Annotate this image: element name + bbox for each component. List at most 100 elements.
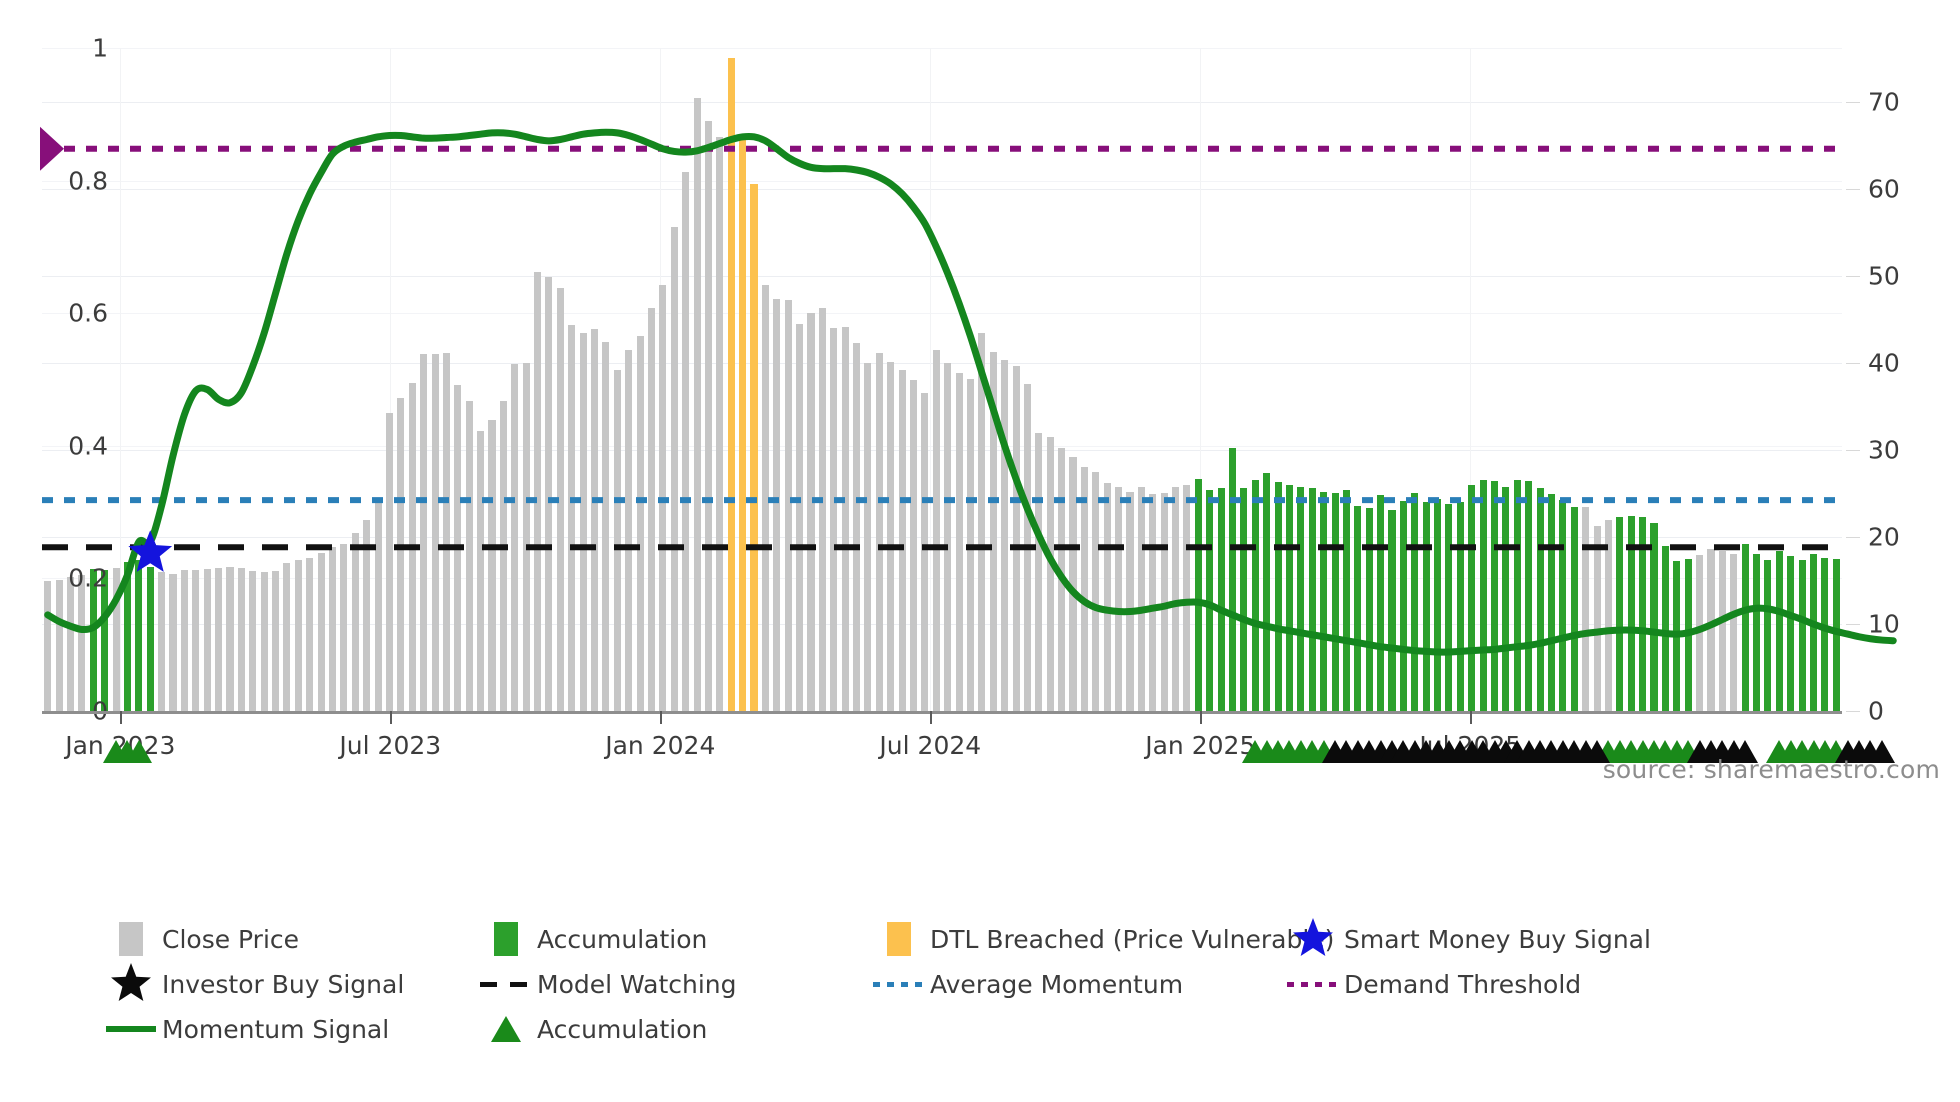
- bar-close-price: [682, 171, 690, 711]
- bar-close-price: [534, 271, 542, 711]
- bar-close-price: [237, 568, 245, 711]
- bar-close-price: [625, 349, 633, 711]
- right-axis-tick-mark: [1846, 536, 1860, 538]
- bar-close-price: [283, 563, 291, 711]
- bar-accumulation: [1285, 484, 1293, 711]
- legend-item-label: Momentum Signal: [162, 1014, 390, 1044]
- bar-dtl-breached: [750, 183, 758, 711]
- bar-close-price: [226, 566, 234, 711]
- bar-close-price: [1696, 555, 1704, 711]
- legend-item[interactable]: Close Price: [100, 922, 299, 956]
- bar-close-price: [568, 324, 576, 711]
- plot-canvas: [42, 48, 1842, 712]
- bar-close-price: [477, 430, 485, 711]
- bar-close-price: [1115, 486, 1123, 711]
- bar-accumulation: [1525, 481, 1533, 711]
- right-axis-tick-label: 30: [1868, 435, 1900, 465]
- legend-item[interactable]: Accumulation: [475, 922, 707, 956]
- investor-buy-signal-marker: [1732, 740, 1759, 763]
- bar-close-price: [887, 362, 895, 711]
- gridline-horizontal: [42, 449, 1842, 451]
- bar-close-price: [1730, 553, 1738, 711]
- x-axis-tick-mark: [1200, 711, 1203, 724]
- legend-item[interactable]: Investor Buy Signal: [100, 962, 404, 1006]
- bar-accumulation: [1673, 561, 1681, 711]
- bar-close-price: [579, 332, 587, 711]
- bar-close-price: [363, 519, 371, 711]
- bar-close-price: [499, 401, 507, 711]
- bar-close-price: [773, 299, 781, 711]
- bar-close-price: [921, 393, 929, 711]
- bar-close-price: [989, 351, 997, 711]
- bar-accumulation: [1365, 508, 1373, 711]
- right-axis-tick-mark: [1846, 101, 1860, 103]
- bar-close-price: [488, 420, 496, 711]
- bar-accumulation: [146, 566, 154, 711]
- bar-close-price: [818, 308, 826, 711]
- bar-close-price: [659, 284, 667, 711]
- bar-accumulation: [1468, 484, 1476, 711]
- bar-accumulation: [1342, 490, 1350, 711]
- x-axis-line: [42, 711, 1842, 714]
- bar-close-price: [511, 363, 519, 711]
- left-axis-tick-label: 0.6: [68, 298, 108, 328]
- bar-close-price: [442, 352, 450, 711]
- bar-accumulation: [1661, 545, 1669, 711]
- legend-item[interactable]: Momentum Signal: [100, 1015, 389, 1044]
- bar-accumulation: [1798, 559, 1806, 711]
- legend-item-label: Model Watching: [537, 969, 737, 999]
- bar-accumulation: [135, 560, 143, 711]
- legend-item-label: Smart Money Buy Signal: [1344, 924, 1651, 954]
- bar-close-price: [1149, 494, 1157, 711]
- bar-accumulation: [1194, 478, 1202, 711]
- x-axis-tick-mark: [930, 711, 933, 724]
- bar-close-price: [647, 308, 656, 711]
- right-axis-tick-mark: [1846, 623, 1860, 625]
- legend-item[interactable]: Accumulation: [475, 1015, 707, 1044]
- bar-close-price: [1582, 507, 1590, 711]
- triangle-marker-icon: [491, 1016, 521, 1042]
- bar-close-price: [203, 569, 211, 711]
- bar-close-price: [215, 568, 223, 711]
- bar-close-price: [454, 384, 462, 711]
- legend-item[interactable]: DTL Breached (Price Vulnerable): [868, 922, 1334, 956]
- bar-close-price: [556, 288, 564, 711]
- bar-accumulation: [1228, 448, 1237, 711]
- bar-close-price: [1012, 366, 1020, 711]
- legend-item[interactable]: Model Watching: [475, 970, 737, 999]
- bar-close-price: [465, 401, 473, 711]
- bar-close-price: [328, 546, 337, 711]
- bar-close-price: [864, 362, 872, 711]
- bar-accumulation: [1331, 492, 1339, 711]
- legend-row: Momentum Signal Accumulation: [100, 1010, 1900, 1048]
- bar-accumulation: [1399, 501, 1407, 711]
- bar-close-price: [693, 97, 701, 711]
- bar-accumulation: [1251, 480, 1259, 711]
- right-axis-tick-label: 70: [1868, 87, 1900, 117]
- source-attribution: source: sharemaestro.com: [1602, 755, 1940, 784]
- bar-close-price: [44, 581, 52, 711]
- bar-close-price: [1126, 491, 1134, 711]
- bar-accumulation: [1377, 495, 1385, 711]
- bar-accumulation: [1753, 554, 1761, 711]
- bar-close-price: [545, 276, 553, 711]
- bar-accumulation: [1639, 516, 1647, 711]
- x-axis-tick-label: Jan 2025: [1145, 731, 1256, 760]
- legend-item-label: Accumulation: [537, 924, 708, 954]
- bar-accumulation: [1422, 502, 1430, 711]
- right-axis-tick-label: 40: [1868, 348, 1900, 378]
- legend-item-label: Investor Buy Signal: [162, 969, 405, 999]
- bar-accumulation: [1832, 558, 1840, 711]
- bar-close-price: [602, 342, 610, 711]
- bar-close-price: [397, 397, 405, 711]
- legend-item[interactable]: Demand Threshold: [1282, 970, 1581, 999]
- bar-accumulation: [1445, 503, 1453, 711]
- solid-line-icon: [106, 1026, 156, 1032]
- legend-item[interactable]: Smart Money Buy Signal: [1282, 917, 1651, 961]
- legend-item-label: Average Momentum: [930, 969, 1184, 999]
- bar-close-price: [1035, 432, 1043, 711]
- legend-item[interactable]: Average Momentum: [868, 970, 1183, 999]
- bar-close-price: [1160, 493, 1168, 711]
- square-swatch-icon: [494, 922, 518, 956]
- square-swatch-icon: [119, 922, 143, 956]
